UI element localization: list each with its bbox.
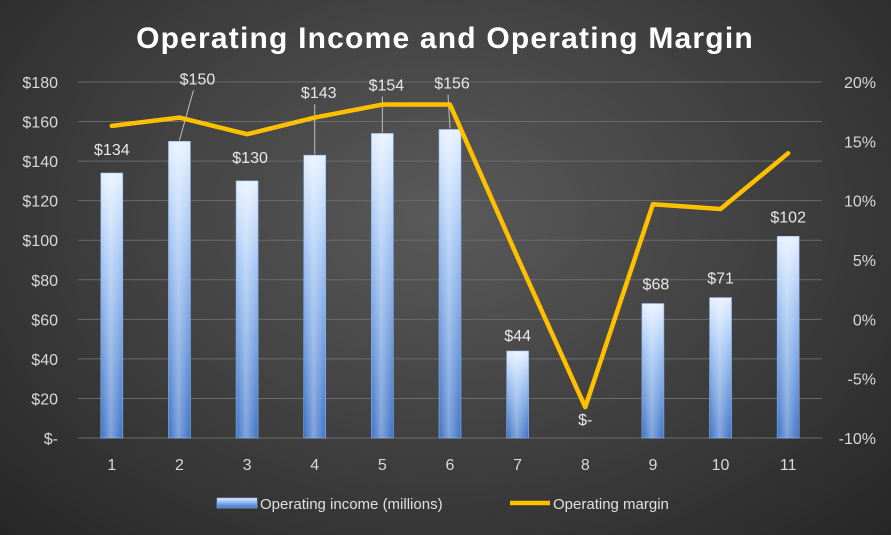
left-tick-label: $160 [22,115,58,132]
bar-highlight [709,297,732,438]
x-tick-label: 2 [175,457,184,474]
data-label: $130 [232,150,268,167]
data-label: $102 [770,209,806,226]
bar-highlight [641,303,664,438]
data-label: $154 [369,77,405,94]
right-tick-label: 5% [853,253,876,270]
left-axis: $- $20 $40 $60 $80 $100 $120 $140 $160 $180 [22,75,58,448]
left-tick-label: $20 [31,391,58,408]
data-label: $44 [504,328,531,345]
bar-highlight [168,141,191,439]
left-tick-label: $40 [31,352,58,369]
right-tick-label: -5% [848,372,876,389]
bar-highlight [371,133,394,438]
data-label: $68 [643,277,670,294]
data-label: $143 [301,85,337,102]
data-label: $156 [434,75,470,92]
data-label: $- [578,412,592,429]
data-label: $134 [94,142,130,159]
right-tick-label: 20% [844,75,876,92]
bar-highlight [439,129,461,438]
x-tick-label: 7 [513,457,522,474]
x-tick-label: 8 [581,457,590,474]
bar-highlight [100,172,123,438]
data-label: $71 [707,271,734,288]
line-series [109,102,791,410]
leader-line [447,94,451,129]
left-tick-label: $120 [22,194,58,211]
x-tick-label: 5 [378,457,387,474]
right-tick-label: 15% [844,134,876,151]
legend: Operating income (millions) Operating mar… [216,496,669,513]
left-tick-label: $180 [22,75,58,92]
x-axis: 1 2 3 4 5 6 7 8 9 10 11 [107,457,796,474]
left-tick-label: $- [44,431,58,448]
right-axis: -10% -5% 0% 5% 10% 15% 20% [839,75,876,448]
left-tick-label: $80 [31,273,58,290]
x-tick-label: 4 [310,457,319,474]
chart-title: Operating Income and Operating Margin [136,22,754,55]
bar-series [100,129,800,439]
x-tick-label: 3 [243,457,252,474]
operating-margin-line [109,102,791,410]
right-tick-label: -10% [839,431,876,448]
x-tick-label: 1 [107,457,116,474]
bar-highlight [777,236,800,438]
legend-swatch-bar [216,497,258,509]
legend-label-line: Operating margin [553,496,669,513]
data-label: $150 [180,71,216,88]
data-labels: $134 $150 $130 $143 $154 $156 $44 $- $68 $71 $102 [94,71,806,429]
x-tick-label: 9 [648,457,657,474]
x-tick-label: 6 [446,457,455,474]
bar-highlight [303,155,326,438]
right-tick-label: 10% [844,194,876,211]
x-tick-label: 10 [712,457,730,474]
legend-label-bar: Operating income (millions) [260,496,443,513]
bar-highlight [506,350,529,438]
right-tick-label: 0% [853,312,876,329]
left-tick-label: $140 [22,154,58,171]
x-tick-label: 11 [780,457,797,474]
left-tick-label: $60 [31,312,58,329]
bar-highlight [236,180,259,438]
left-tick-label: $100 [22,233,58,250]
leader-line [178,90,194,141]
